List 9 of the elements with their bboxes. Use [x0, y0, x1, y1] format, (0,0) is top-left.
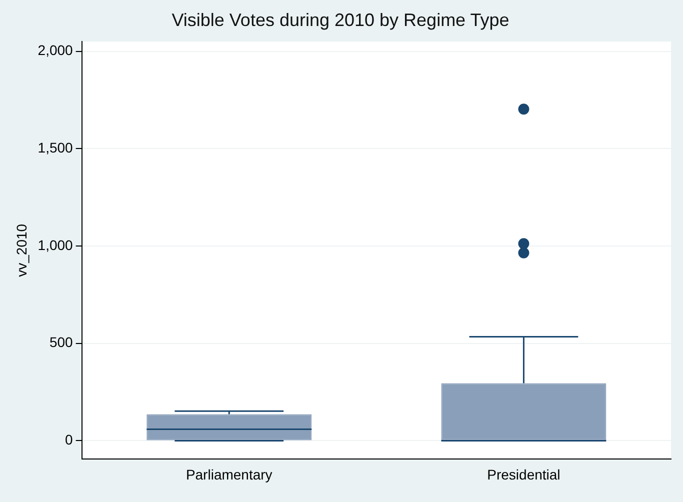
x-tick-label: Presidential: [487, 466, 560, 482]
x-tick-label: Parliamentary: [186, 466, 272, 482]
y-tick-label: 1,500: [38, 140, 74, 156]
y-tick-label: 500: [49, 334, 74, 350]
y-tick-label: 2,000: [38, 42, 74, 58]
y-tick-label: 0: [65, 432, 74, 448]
chart-title: Visible Votes during 2010 by Regime Type: [172, 10, 510, 30]
y-tick-label: 1,000: [38, 236, 74, 253]
y-axis-title: vv_2010: [13, 224, 30, 277]
